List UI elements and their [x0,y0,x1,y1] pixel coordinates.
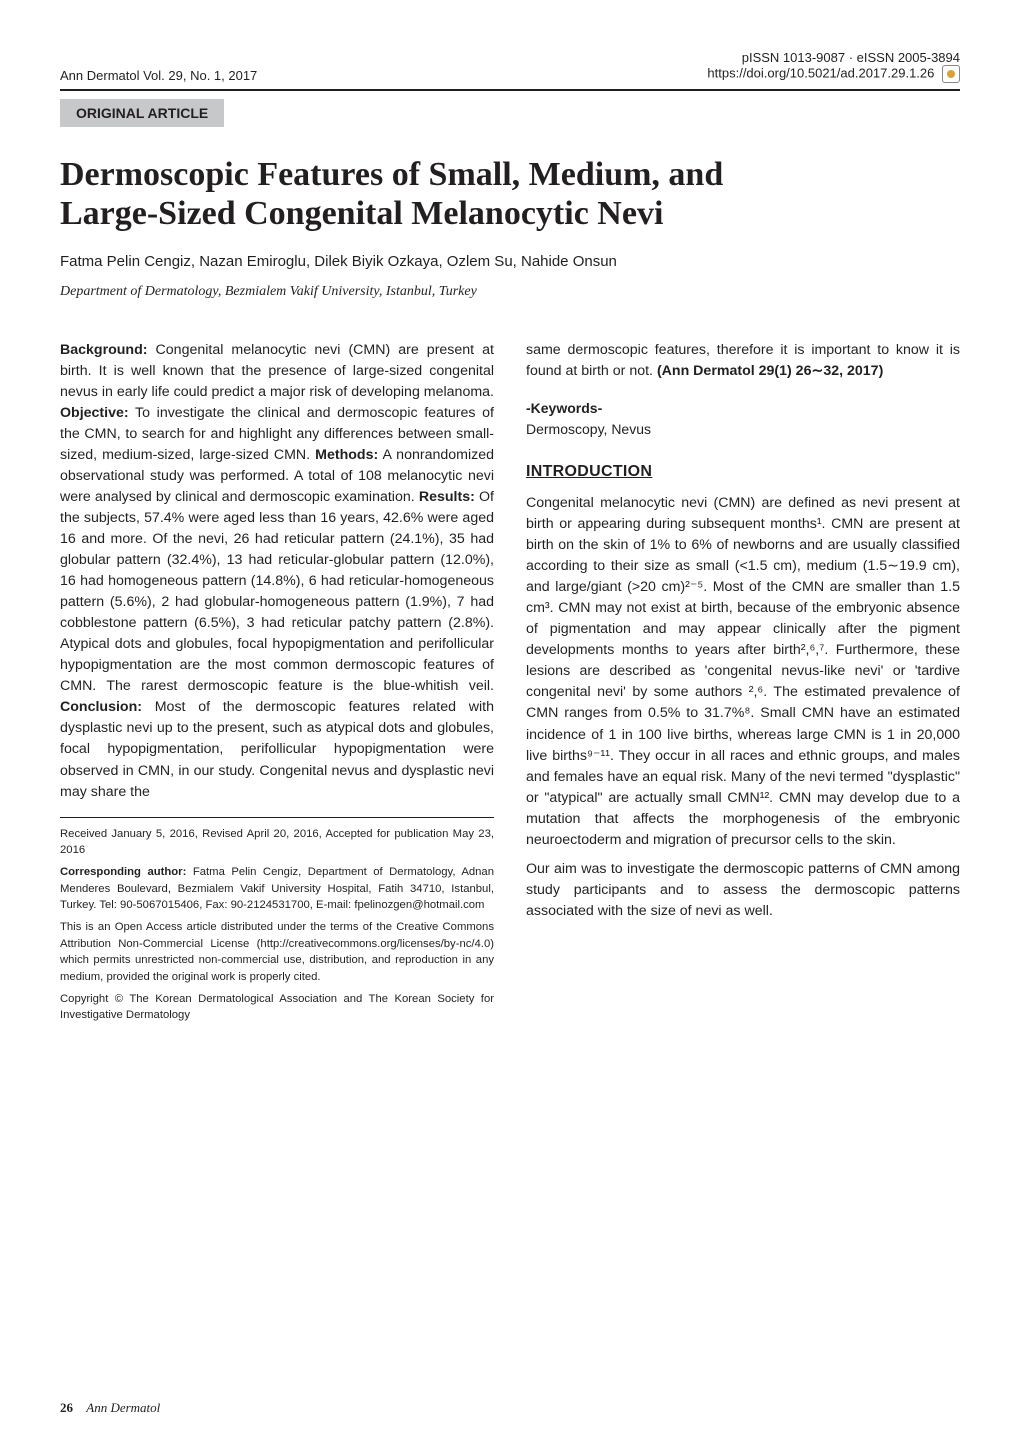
page-footer: 26 Ann Dermatol [60,1400,160,1416]
affiliation: Department of Dermatology, Bezmialem Vak… [60,284,960,300]
abs-results: Of the subjects, 57.4% were aged less th… [60,489,494,694]
running-header: Ann Dermatol Vol. 29, No. 1, 2017 pISSN … [60,50,960,83]
author-list: Fatma Pelin Cengiz, Nazan Emiroglu, Dile… [60,253,960,270]
article-title: Dermoscopic Features of Small, Medium, a… [60,155,960,233]
left-column: Background: Congenital melanocytic nevi … [60,340,494,1029]
abstract-block: Background: Congenital melanocytic nevi … [60,340,494,802]
abs-citation: (Ann Dermatol 29(1) 26∼32, 2017) [657,363,883,379]
title-line-2: Large-Sized Congenital Melanocytic Nevi [60,195,663,232]
intro-p1: Congenital melanocytic nevi (CMN) are de… [526,493,960,850]
section-head-introduction: INTRODUCTION [526,460,960,484]
header-right: pISSN 1013-9087 · eISSN 2005-3894 https:… [707,50,960,83]
footnote-license: This is an Open Access article distribut… [60,919,494,985]
abs-methods-label: Methods: [315,447,378,463]
journal-ref: Ann Dermatol Vol. 29, No. 1, 2017 [60,68,257,83]
crossmark-icon[interactable] [942,65,960,83]
footer-journal: Ann Dermatol [86,1400,160,1415]
footnote-copyright: Copyright © The Korean Dermatological As… [60,991,494,1024]
abs-conclusion-label: Conclusion: [60,699,142,715]
two-column-body: Background: Congenital melanocytic nevi … [60,340,960,1029]
intro-p2: Our aim was to investigate the dermoscop… [526,859,960,922]
corresponding-label: Corresponding author: [60,866,186,878]
right-column: same dermoscopic features, therefore it … [526,340,960,1029]
header-rule [60,89,960,91]
doi-line: https://doi.org/10.5021/ad.2017.29.1.26 [707,65,934,80]
abstract-tail: same dermoscopic features, therefore it … [526,340,960,382]
footnotes-block: Received January 5, 2016, Revised April … [60,826,494,1024]
footnote-rule [60,817,494,818]
article-type-pill: ORIGINAL ARTICLE [60,99,224,127]
introduction-body: Congenital melanocytic nevi (CMN) are de… [526,493,960,921]
keywords-body: Dermoscopy, Nevus [526,419,960,440]
footnote-corresponding: Corresponding author: Fatma Pelin Cengiz… [60,864,494,913]
footnote-received: Received January 5, 2016, Revised April … [60,826,494,859]
abs-background-label: Background: [60,342,148,358]
keywords-head: -Keywords- [526,398,960,419]
title-line-1: Dermoscopic Features of Small, Medium, a… [60,156,723,193]
abs-results-label: Results: [419,489,475,505]
page-number: 26 [60,1400,73,1415]
issn-line: pISSN 1013-9087 · eISSN 2005-3894 [707,50,960,65]
abs-objective-label: Objective: [60,405,129,421]
